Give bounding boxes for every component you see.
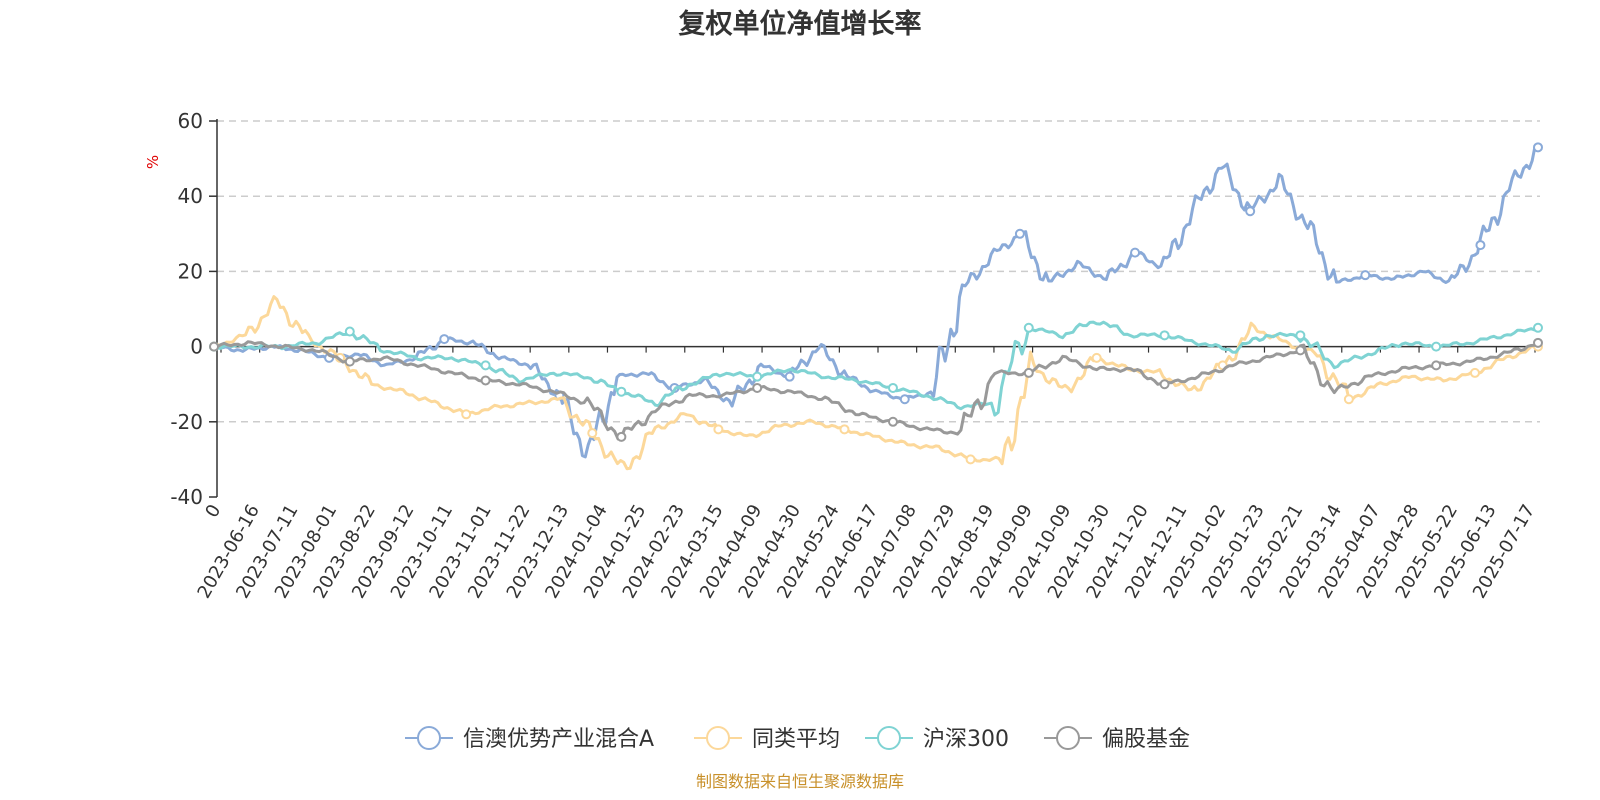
data-point-marker: [1014, 228, 1025, 239]
data-point-marker: [1475, 240, 1486, 251]
grid-lines: [217, 120, 1540, 423]
data-point-marker: [713, 424, 724, 435]
chart-title: 复权单位净值增长率: [679, 8, 922, 40]
data-point-marker: [899, 394, 910, 405]
y-tick-label: 20: [178, 259, 203, 283]
data-point-marker: [1023, 322, 1034, 333]
data-point-marker: [887, 416, 898, 427]
data-point-marker: [1295, 345, 1306, 356]
data-point-marker: [1533, 322, 1543, 333]
data-point-marker: [1360, 270, 1371, 281]
legend-marker: [417, 726, 441, 750]
data-point-marker: [1469, 367, 1480, 378]
data-point-marker: [1159, 379, 1170, 390]
y-tick-label: -20: [170, 410, 203, 434]
y-axis-ticks: 60 40 20 0 -20 -40: [170, 109, 203, 509]
legend-label: 沪深300: [923, 727, 1009, 752]
data-point-marker: [480, 360, 491, 371]
y-tick-label: 0: [190, 335, 203, 359]
legend-label: 信澳优势产业混合A: [463, 727, 654, 752]
x-tick-label: 0: [201, 501, 225, 521]
legend-label: 偏股基金: [1102, 727, 1190, 752]
legend-marker: [877, 726, 901, 750]
series-line: [213, 320, 1539, 417]
y-tick-label: 60: [178, 109, 203, 133]
data-point-marker: [752, 371, 763, 382]
data-point-marker: [839, 424, 850, 435]
data-point-marker: [1533, 337, 1543, 348]
data-point-marker: [1159, 330, 1170, 341]
y-tick-label: -40: [170, 485, 203, 509]
y-axis-unit-label: %: [144, 155, 162, 169]
data-point-marker: [1023, 367, 1034, 378]
data-point-marker: [784, 371, 795, 382]
data-point-marker: [461, 409, 472, 420]
data-point-marker: [965, 454, 976, 465]
legend-marker: [706, 726, 730, 750]
data-point-marker: [344, 356, 355, 367]
data-point-marker: [587, 428, 598, 439]
data-point-marker: [1533, 142, 1543, 153]
data-point-marker: [1431, 360, 1442, 371]
legend-marker: [1056, 726, 1080, 750]
series-lines: [209, 142, 1543, 471]
data-point-marker: [480, 375, 491, 386]
y-tick-label: 40: [178, 184, 203, 208]
legend-label: 同类平均: [752, 727, 840, 752]
x-axis-ticks: 02023-06-162023-07-112023-08-012023-08-2…: [193, 501, 1539, 602]
data-point-marker: [1091, 352, 1102, 363]
data-point-marker: [1431, 341, 1442, 352]
data-point-marker: [344, 326, 355, 337]
legend: 信澳优势产业混合A 同类平均 沪深300 偏股基金: [405, 726, 1190, 752]
data-point-marker: [1245, 206, 1256, 217]
data-point-marker: [616, 386, 627, 397]
series-line: [213, 340, 1539, 441]
data-point-marker: [616, 431, 627, 442]
data-point-marker: [1295, 330, 1306, 341]
series-line: [213, 295, 1539, 471]
series-line: [213, 144, 1539, 459]
data-point-marker: [439, 334, 450, 345]
data-source-note: 制图数据来自恒生聚源数据库: [696, 772, 904, 791]
data-point-marker: [752, 382, 763, 393]
data-point-marker: [887, 382, 898, 393]
data-point-marker: [1343, 394, 1354, 405]
axes: [209, 119, 1540, 498]
data-point-marker: [1130, 247, 1141, 258]
data-point-marker: [209, 341, 219, 352]
